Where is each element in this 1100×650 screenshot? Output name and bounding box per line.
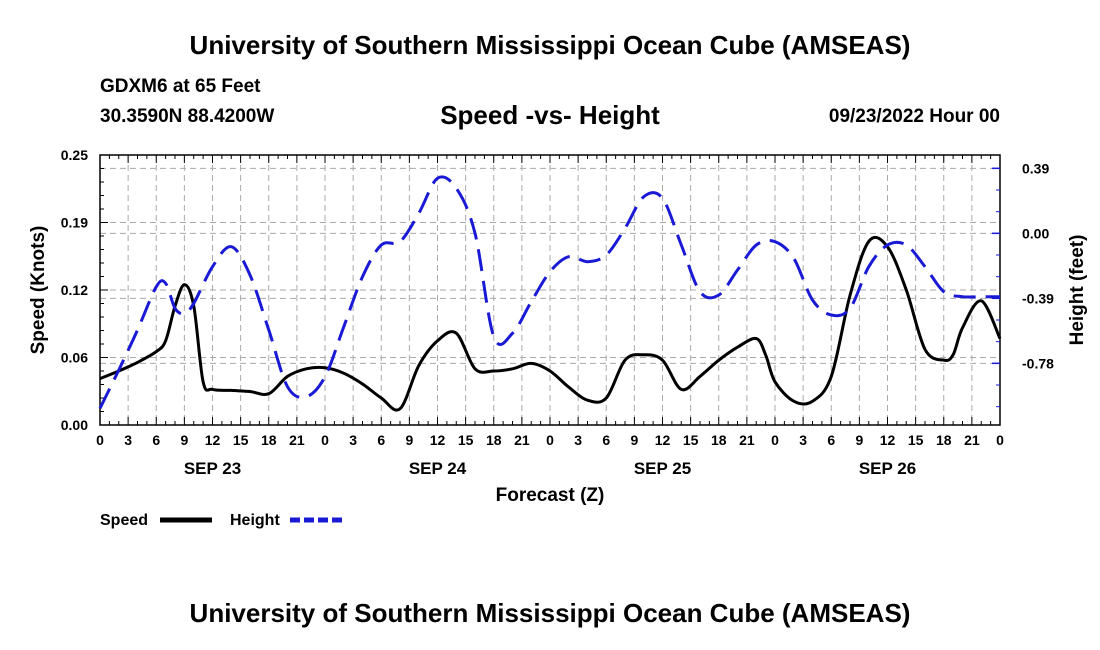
y2-axis-title: Height (feet) xyxy=(1067,235,1088,346)
x-tick-label: 18 xyxy=(936,432,952,448)
footer-title: University of Southern Mississippi Ocean… xyxy=(189,598,911,628)
y-tick-label: 0.12 xyxy=(61,282,88,298)
chart-title: Speed -vs- Height xyxy=(440,100,660,130)
x-tick-label: 0 xyxy=(996,432,1004,448)
x-tick-label: 12 xyxy=(205,432,221,448)
x-tick-label: 6 xyxy=(377,432,385,448)
x-tick-label: 21 xyxy=(739,432,755,448)
x-tick-label: 0 xyxy=(96,432,104,448)
x-tick-label: 15 xyxy=(683,432,699,448)
x-tick-label: 6 xyxy=(827,432,835,448)
x-tick-label: 9 xyxy=(630,432,638,448)
day-label: SEP 25 xyxy=(634,459,691,478)
x-tick-label: 9 xyxy=(180,432,188,448)
x-tick-label: 3 xyxy=(799,432,807,448)
legend: Speed Height xyxy=(100,512,342,529)
x-tick-label: 0 xyxy=(771,432,779,448)
series-lines xyxy=(98,175,1002,412)
x-tick-label: 12 xyxy=(880,432,896,448)
x-tick-label: 18 xyxy=(261,432,277,448)
x-tick-label: 18 xyxy=(711,432,727,448)
x-tick-label: 21 xyxy=(514,432,530,448)
coordinates-label: 30.3590N 88.4200W xyxy=(100,106,275,127)
y2-tick-label: -0.39 xyxy=(1022,290,1054,306)
forecast-datetime: 09/23/2022 Hour 00 xyxy=(828,106,1000,127)
x-tick-label: 9 xyxy=(855,432,863,448)
x-tick-label: 6 xyxy=(152,432,160,448)
x-tick-label: 3 xyxy=(349,432,357,448)
y2-tick-label: -0.78 xyxy=(1022,355,1054,371)
grid-lines xyxy=(100,155,1000,425)
series-line-height xyxy=(98,175,1000,409)
x-tick-label: 15 xyxy=(908,432,924,448)
x-tick-label: 15 xyxy=(458,432,474,448)
x-tick-label: 12 xyxy=(655,432,671,448)
main-title: University of Southern Mississippi Ocean… xyxy=(189,30,911,60)
x-tick-label: 18 xyxy=(486,432,502,448)
station-label: GDXM6 at 65 Feet xyxy=(100,76,261,97)
y-axis-title: Speed (Knots) xyxy=(28,226,49,355)
x-tick-label: 0 xyxy=(546,432,554,448)
x-tick-label: 3 xyxy=(574,432,582,448)
y2-tick-label: 0.00 xyxy=(1022,225,1049,241)
y-tick-label: 0.19 xyxy=(61,215,88,231)
x-tick-label: 6 xyxy=(602,432,610,448)
x-tick-label: 12 xyxy=(430,432,446,448)
y2-tick-label: 0.39 xyxy=(1022,160,1049,176)
x-tick-label: 3 xyxy=(124,432,132,448)
x-tick-label: 15 xyxy=(233,432,249,448)
series-line-speed xyxy=(99,235,1002,412)
tick-labels: 0 3 6 9 12 15 18 21 0 3 6 9 12 15 18 21 0 3 6 9 12 15 18 21 0 3 6 9… xyxy=(61,147,1054,478)
x-tick-label: 9 xyxy=(405,432,413,448)
x-tick-label: 21 xyxy=(289,432,305,448)
x-tick-label: 0 xyxy=(321,432,329,448)
day-label: SEP 26 xyxy=(859,459,916,478)
y-tick-label: 0.00 xyxy=(61,417,88,433)
x-axis-title: Forecast (Z) xyxy=(496,485,605,506)
legend-label-speed: Speed xyxy=(100,512,148,529)
y-tick-label: 0.06 xyxy=(61,350,88,366)
y-tick-label: 0.25 xyxy=(61,147,88,163)
axes xyxy=(99,154,1001,426)
legend-label-height: Height xyxy=(230,512,280,529)
day-label: SEP 23 xyxy=(184,459,241,478)
day-label: SEP 24 xyxy=(409,459,467,478)
x-tick-label: 21 xyxy=(964,432,980,448)
